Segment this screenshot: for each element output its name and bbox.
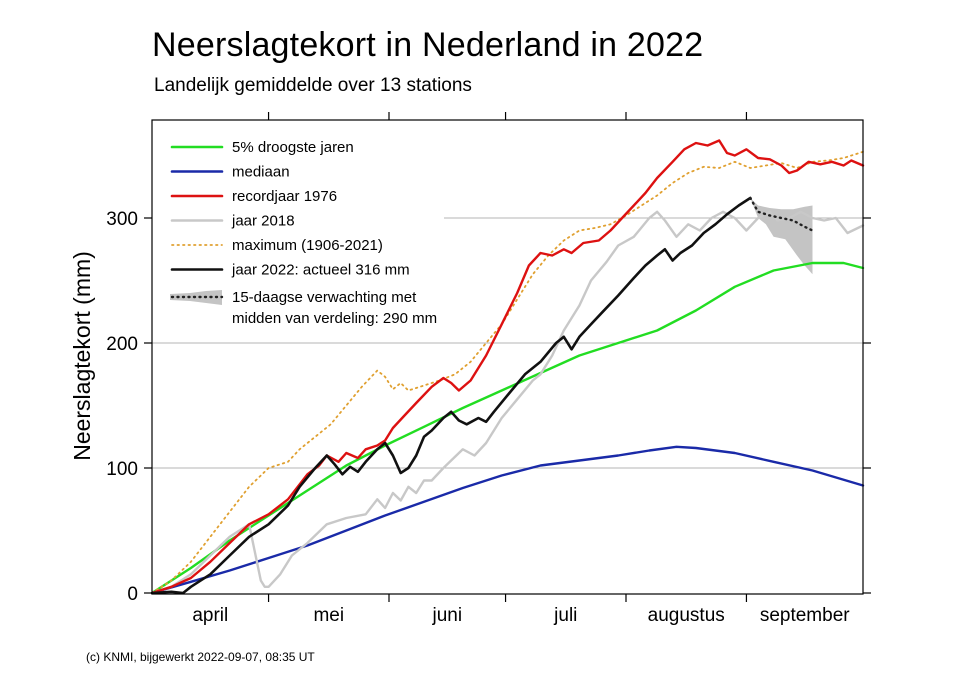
forecast-spread xyxy=(750,198,813,275)
month-label-september: september xyxy=(760,605,850,626)
y-tick-label-0: 0 xyxy=(127,584,138,605)
month-label-augustus: augustus xyxy=(648,605,725,626)
series-line-mediaan xyxy=(150,445,865,595)
legend-label-maximum-1906-2021: maximum (1906-2021) xyxy=(232,237,383,254)
axis-ticks: 0 100 200 300 april mei juni juli augustus septem… xyxy=(106,112,871,626)
chart-subtitle: Landelijk gemiddelde over 13 stations xyxy=(154,75,472,96)
legend-label-forecast-median: midden van verdeling: 290 mm xyxy=(232,310,437,327)
legend-label-5-droogste-jaren: 5% droogste jaren xyxy=(232,139,354,156)
legend-label-jaar-2022-actueel-316-mm: jaar 2022: actueel 316 mm xyxy=(231,262,410,279)
month-label-juni: juni xyxy=(431,605,462,626)
series-line-5-droogste-jaren xyxy=(150,261,865,595)
month-label-mei: mei xyxy=(313,605,344,626)
y-tick-label-300: 300 xyxy=(106,209,138,230)
y-tick-label-200: 200 xyxy=(106,334,138,355)
legend: 5% droogste jaren mediaan recordjaar 1976 j… xyxy=(170,139,437,327)
series-line-jaar-2018 xyxy=(150,210,865,595)
series-lines xyxy=(150,139,865,595)
y-tick-label-100: 100 xyxy=(106,459,138,480)
series-line-jaar-2022-actueel-316-mm xyxy=(150,196,752,595)
legend-label-jaar-2018: jaar 2018 xyxy=(231,213,295,230)
legend-label-forecast: 15-daagse verwachting met xyxy=(232,289,417,306)
month-label-april: april xyxy=(192,605,228,626)
y-axis-label: Neerslagtekort (mm) xyxy=(69,251,95,461)
credit-text: (c) KNMI, bijgewerkt 2022-09-07, 08:35 U… xyxy=(86,650,315,664)
forecast-band xyxy=(750,198,813,275)
month-label-juli: juli xyxy=(553,605,577,626)
plot-frame xyxy=(151,119,864,595)
chart-title: Neerslagtekort in Nederland in 2022 xyxy=(152,26,704,64)
grid-lines xyxy=(152,217,863,469)
legend-label-recordjaar-1976: recordjaar 1976 xyxy=(232,188,337,205)
legend-label-mediaan: mediaan xyxy=(232,164,290,181)
forecast-median-line xyxy=(749,196,814,232)
